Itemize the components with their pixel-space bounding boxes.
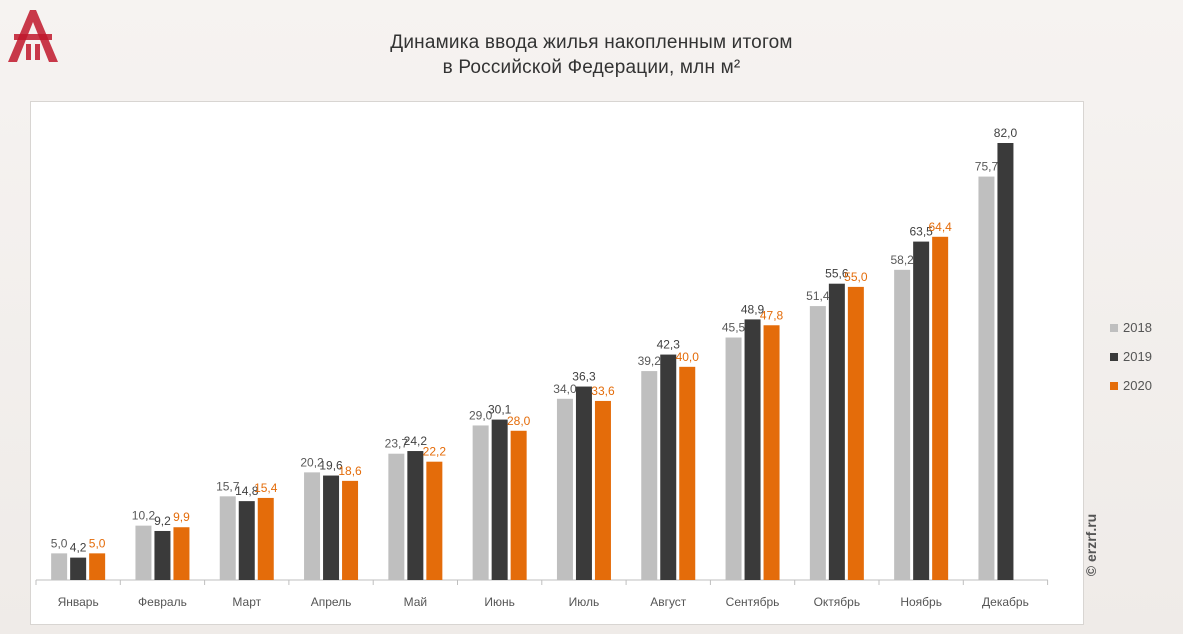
legend-label-2018: 2018	[1123, 320, 1152, 335]
bar-2020-5	[510, 430, 527, 580]
data-label-2019-9: 55,6	[825, 267, 849, 281]
data-label-2018-0: 5,0	[51, 536, 68, 550]
x-tick-label-1: Февраль	[138, 595, 187, 609]
data-label-2018-10: 58,2	[890, 253, 914, 267]
bar-2019-1	[154, 530, 171, 580]
bar-2020-4	[426, 461, 443, 580]
x-tick-label-3: Апрель	[311, 595, 352, 609]
bar-2019-4	[407, 451, 424, 580]
bar-2018-7	[641, 371, 658, 580]
legend-swatch-2018	[1110, 323, 1118, 332]
data-label-2018-6: 34,0	[553, 382, 577, 396]
data-label-2020-5: 28,0	[507, 414, 531, 428]
legend-item-2018: 2018	[1110, 313, 1152, 342]
watermark: © erzrf.ru	[1076, 500, 1106, 590]
x-tick-label-7: Август	[650, 595, 687, 609]
bar-2018-4	[388, 453, 405, 580]
chart-title-line-1: Динамика ввода жилья накопленным итогом	[390, 32, 793, 53]
data-label-2018-2: 15,7	[216, 479, 240, 493]
data-label-2019-2: 14,8	[235, 484, 259, 498]
data-label-2020-3: 18,6	[338, 464, 362, 478]
bar-2019-7	[660, 354, 677, 580]
data-label-2020-9: 55,0	[844, 270, 868, 284]
data-label-2018-5: 29,0	[469, 408, 493, 422]
data-label-2019-8: 48,9	[741, 302, 765, 316]
bar-2020-6	[594, 400, 611, 580]
bar-2019-3	[323, 475, 340, 580]
bar-2020-10	[932, 236, 949, 581]
bar-2018-6	[556, 398, 573, 580]
bar-2018-0	[51, 553, 68, 580]
bar-2019-0	[70, 557, 87, 580]
legend-item-2020: 2020	[1110, 371, 1152, 400]
data-label-2019-10: 63,5	[909, 225, 933, 239]
bar-2018-5	[472, 425, 489, 580]
data-label-2019-4: 24,2	[404, 434, 428, 448]
legend-swatch-2020	[1110, 381, 1118, 390]
x-tick-label-11: Декабрь	[982, 595, 1029, 609]
data-label-2020-4: 22,2	[423, 445, 447, 459]
bar-2020-3	[342, 480, 359, 580]
data-label-2018-1: 10,2	[132, 509, 156, 523]
x-tick-label-6: Июль	[569, 595, 600, 609]
data-label-2020-10: 64,4	[928, 220, 952, 234]
data-label-2019-6: 36,3	[572, 370, 596, 384]
data-label-2020-6: 33,6	[591, 384, 615, 398]
data-label-2018-7: 39,2	[638, 354, 662, 368]
bar-2019-11	[997, 143, 1014, 580]
data-label-2020-0: 5,0	[89, 536, 106, 550]
x-tick-label-2: Март	[232, 595, 261, 609]
chart-title-line-2: в Российской Федерации, млн м²	[442, 57, 741, 78]
data-label-2020-2: 15,4	[254, 481, 278, 495]
bar-2018-9	[809, 306, 826, 580]
data-label-2018-4: 23,7	[385, 437, 409, 451]
bar-2019-6	[575, 386, 592, 580]
bar-2018-1	[135, 525, 152, 580]
bar-2019-5	[491, 419, 508, 580]
data-label-2018-3: 20,2	[300, 455, 324, 469]
bar-2019-10	[913, 241, 930, 580]
data-label-2019-7: 42,3	[657, 338, 681, 352]
erzrf-logo-icon	[8, 10, 58, 62]
bar-2020-2	[257, 497, 274, 580]
bar-2020-7	[679, 366, 696, 580]
legend-label-2019: 2019	[1123, 349, 1152, 364]
x-tick-label-0: Январь	[58, 595, 99, 609]
bar-2019-9	[828, 283, 845, 580]
legend: 2018 2019 2020	[1110, 313, 1152, 400]
data-label-2019-5: 30,1	[488, 403, 512, 417]
x-tick-label-9: Октябрь	[814, 595, 861, 609]
bar-2018-8	[725, 337, 742, 580]
data-label-2019-1: 9,2	[154, 514, 171, 528]
data-label-2020-7: 40,0	[676, 350, 700, 364]
data-label-2018-11: 75,7	[975, 160, 999, 174]
data-label-2018-9: 51,4	[806, 289, 830, 303]
bar-2020-8	[763, 325, 780, 580]
chart-title: Динамика ввода жилья накопленным итогом …	[0, 30, 1183, 80]
bar-2020-1	[173, 527, 190, 580]
bar-2018-11	[978, 176, 995, 580]
x-tick-label-5: Июнь	[484, 595, 515, 609]
legend-label-2020: 2020	[1123, 378, 1152, 393]
bar-2019-2	[238, 501, 255, 580]
bar-2018-10	[894, 269, 911, 580]
legend-swatch-2019	[1110, 352, 1118, 361]
data-label-2020-8: 47,8	[760, 308, 784, 322]
bar-2020-0	[89, 553, 106, 580]
x-tick-label-4: Май	[404, 595, 428, 609]
legend-item-2019: 2019	[1110, 342, 1152, 371]
x-tick-label-8: Сентябрь	[726, 595, 780, 609]
bar-2020-9	[847, 286, 864, 580]
bar-2018-2	[219, 496, 236, 580]
x-tick-label-10: Ноябрь	[900, 595, 942, 609]
data-label-2020-1: 9,9	[173, 510, 190, 524]
watermark-text: © erzrf.ru	[1083, 513, 1099, 577]
data-label-2019-0: 4,2	[70, 541, 87, 555]
data-label-2019-11: 82,0	[994, 126, 1018, 140]
bar-2018-3	[304, 472, 321, 580]
data-label-2018-8: 45,5	[722, 321, 746, 335]
data-label-2019-3: 19,6	[319, 459, 343, 473]
bar-2019-8	[744, 319, 761, 580]
